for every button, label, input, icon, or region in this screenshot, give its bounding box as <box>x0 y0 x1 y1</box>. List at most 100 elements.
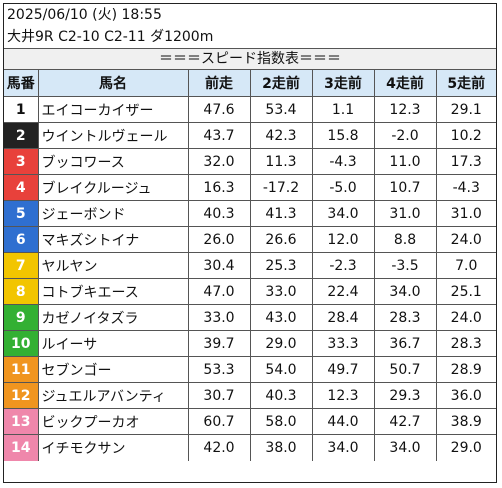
speed-index-value: 39.7 <box>187 330 251 357</box>
speed-index-value: 44.0 <box>311 408 375 435</box>
speed-index-value: 31.0 <box>435 200 496 227</box>
speed-index-value: 36.0 <box>435 382 496 409</box>
speed-index-value: 38.9 <box>435 408 496 435</box>
speed-index-value: 10.7 <box>373 174 437 201</box>
speed-index-value: 53.4 <box>249 96 313 123</box>
speed-index-value: 12.3 <box>373 96 437 123</box>
table-row: 9 カゼノイタズラ 33.0 43.0 28.4 28.3 24.0 <box>4 304 496 331</box>
speed-index-value: 30.4 <box>187 252 251 279</box>
speed-index-value: 29.0 <box>249 330 313 357</box>
speed-index-value: 26.0 <box>187 226 251 253</box>
col-header-5-races-ago: 5走前 <box>435 69 496 97</box>
speed-index-value: 7.0 <box>435 252 496 279</box>
speed-index-value: -2.3 <box>311 252 375 279</box>
speed-index-value: 47.0 <box>187 278 251 305</box>
horse-number: 10 <box>4 330 39 357</box>
race-info: 大井9R C2-10 C2-11 ダ1200m <box>7 29 214 45</box>
horse-number: 1 <box>4 96 39 123</box>
col-header-2-races-ago: 2走前 <box>249 69 313 97</box>
horse-number: 8 <box>4 278 39 305</box>
horse-number: 14 <box>4 434 39 461</box>
speed-index-value: -4.3 <box>435 174 496 201</box>
table-title: ＝＝＝スピード指数表＝＝＝ <box>4 48 496 69</box>
horse-name: ブッコワース <box>37 148 189 175</box>
speed-index-value: 29.3 <box>373 382 437 409</box>
horse-name: ルイーサ <box>37 330 189 357</box>
horse-name: マキズシトイナ <box>37 226 189 253</box>
horse-name: ウイントルヴェール <box>37 122 189 149</box>
speed-index-value: -5.0 <box>311 174 375 201</box>
speed-index-value: 34.0 <box>311 200 375 227</box>
col-header-horse-name: 馬名 <box>37 69 189 97</box>
table-row: 7 ヤルヤン 30.4 25.3 -2.3 -3.5 7.0 <box>4 252 496 279</box>
speed-index-value: 49.7 <box>311 356 375 383</box>
table-row: 13 ビックプーカオ 60.7 58.0 44.0 42.7 38.9 <box>4 408 496 435</box>
horse-name: イチモクサン <box>37 434 189 461</box>
col-header-last-race: 前走 <box>187 69 251 97</box>
speed-index-value: 34.0 <box>311 434 375 461</box>
horse-number: 4 <box>4 174 39 201</box>
table-row: 5 ジェーボンド 40.3 41.3 34.0 31.0 31.0 <box>4 200 496 227</box>
race-datetime: 2025/06/10 (火) 18:55 <box>7 7 162 23</box>
horse-name: ジュエルアバンティ <box>37 382 189 409</box>
table-row: 11 セブンゴー 53.3 54.0 49.7 50.7 28.9 <box>4 356 496 383</box>
speed-index-value: 43.0 <box>249 304 313 331</box>
speed-index-value: 33.0 <box>249 278 313 305</box>
speed-index-value: 25.1 <box>435 278 496 305</box>
speed-index-value: 25.3 <box>249 252 313 279</box>
horse-number: 13 <box>4 408 39 435</box>
speed-index-value: -3.5 <box>373 252 437 279</box>
speed-index-value: 30.7 <box>187 382 251 409</box>
speed-index-value: 24.0 <box>435 304 496 331</box>
speed-index-value: 15.8 <box>311 122 375 149</box>
horse-number: 7 <box>4 252 39 279</box>
speed-index-value: 43.7 <box>187 122 251 149</box>
horse-number: 5 <box>4 200 39 227</box>
speed-index-value: 28.3 <box>435 330 496 357</box>
speed-index-value: 42.0 <box>187 434 251 461</box>
speed-index-value: 28.3 <box>373 304 437 331</box>
speed-index-value: -4.3 <box>311 148 375 175</box>
header-row: 馬番 馬名 前走 2走前 3走前 4走前 5走前 <box>4 69 496 97</box>
speed-index-value: 60.7 <box>187 408 251 435</box>
speed-index-value: 29.1 <box>435 96 496 123</box>
speed-index-value: 38.0 <box>249 434 313 461</box>
horse-number: 11 <box>4 356 39 383</box>
table-row: 4 ブレイクルージュ 16.3 -17.2 -5.0 10.7 -4.3 <box>4 174 496 201</box>
speed-index-value: 16.3 <box>187 174 251 201</box>
speed-index-value: 34.0 <box>373 278 437 305</box>
table-row: 14 イチモクサン 42.0 38.0 34.0 34.0 29.0 <box>4 434 496 461</box>
table-row: 3 ブッコワース 32.0 11.3 -4.3 11.0 17.3 <box>4 148 496 175</box>
horse-name: ビックプーカオ <box>37 408 189 435</box>
speed-index-value: 26.6 <box>249 226 313 253</box>
speed-index-value: 40.3 <box>187 200 251 227</box>
speed-index-value: 11.3 <box>249 148 313 175</box>
speed-index-value: -2.0 <box>373 122 437 149</box>
speed-index-value: 41.3 <box>249 200 313 227</box>
horse-number: 3 <box>4 148 39 175</box>
speed-index-value: 36.7 <box>373 330 437 357</box>
speed-index-value: 28.9 <box>435 356 496 383</box>
speed-index-value: 50.7 <box>373 356 437 383</box>
horse-number: 9 <box>4 304 39 331</box>
speed-index-panel: 2025/06/10 (火) 18:55 大井9R C2-10 C2-11 ダ1… <box>3 3 497 483</box>
speed-index-value: 31.0 <box>373 200 437 227</box>
speed-index-value: 12.3 <box>311 382 375 409</box>
table-row: 10 ルイーサ 39.7 29.0 33.3 36.7 28.3 <box>4 330 496 357</box>
speed-index-value: 24.0 <box>435 226 496 253</box>
horse-name: ブレイクルージュ <box>37 174 189 201</box>
speed-index-value: -17.2 <box>249 174 313 201</box>
horse-number: 12 <box>4 382 39 409</box>
speed-index-value: 47.6 <box>187 96 251 123</box>
speed-index-value: 11.0 <box>373 148 437 175</box>
col-header-3-races-ago: 3走前 <box>311 69 375 97</box>
speed-index-value: 8.8 <box>373 226 437 253</box>
table-row: 6 マキズシトイナ 26.0 26.6 12.0 8.8 24.0 <box>4 226 496 253</box>
speed-index-value: 33.3 <box>311 330 375 357</box>
speed-index-value: 17.3 <box>435 148 496 175</box>
speed-index-value: 42.3 <box>249 122 313 149</box>
table-row: 2 ウイントルヴェール 43.7 42.3 15.8 -2.0 10.2 <box>4 122 496 149</box>
horse-name: カゼノイタズラ <box>37 304 189 331</box>
speed-index-value: 1.1 <box>311 96 375 123</box>
speed-index-value: 54.0 <box>249 356 313 383</box>
